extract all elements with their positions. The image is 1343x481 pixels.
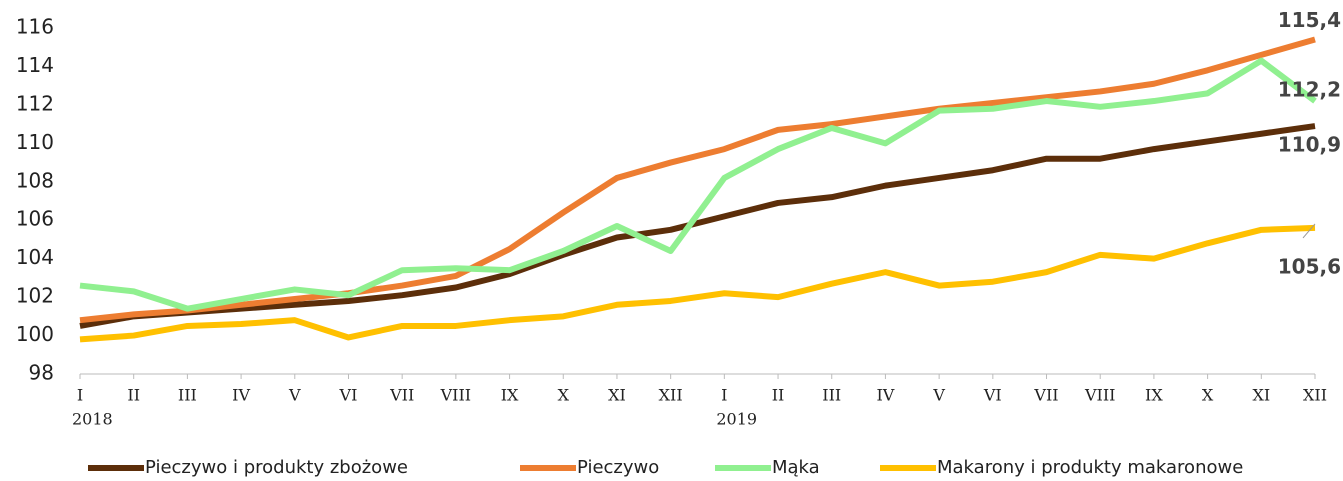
x-tick-label: III	[822, 386, 841, 405]
series-line	[79, 224, 1316, 343]
x-tick-label: II	[772, 386, 785, 405]
y-tick-label: 116	[16, 15, 54, 39]
x-tick-label: XII	[659, 386, 683, 405]
x-tick-label: VI	[339, 386, 358, 405]
x-tick-label: VII	[1033, 386, 1058, 405]
y-tick-label: 100	[16, 322, 54, 346]
value-label: 105,6	[1278, 254, 1341, 278]
y-tick-label: 108	[16, 168, 54, 192]
x-tick-label: XII	[1303, 386, 1327, 405]
x-tick-label: V	[932, 386, 945, 405]
series-line	[79, 36, 1316, 324]
x-tick-label: XI	[1252, 386, 1270, 405]
value-label: 115,4	[1278, 8, 1341, 32]
y-tick-label: 112	[16, 91, 54, 115]
x-tick-label: III	[178, 386, 197, 405]
x-tick-label: II	[127, 386, 140, 405]
x-tick-label: VI	[983, 386, 1002, 405]
y-tick-label: 102	[16, 284, 54, 308]
value-label: 112,2	[1278, 78, 1341, 102]
value-label: 110,9	[1278, 133, 1341, 157]
x-tick-label: VII	[389, 386, 414, 405]
legend-label: Pieczywo i produkty zbożowe	[145, 457, 408, 478]
x-tick-label: IX	[501, 386, 519, 405]
x-group-label: 2019	[716, 410, 757, 429]
x-tick-label: XI	[608, 386, 626, 405]
y-tick-label: 106	[16, 207, 54, 231]
y-tick-label: 114	[16, 53, 54, 77]
leader-line	[1302, 223, 1316, 239]
legend-label: Makarony i produkty makaronowe	[937, 457, 1243, 478]
y-tick-label: 98	[29, 361, 54, 385]
x-tick-label: VIII	[1084, 386, 1116, 405]
x-tick-label: X	[558, 386, 570, 405]
series-line	[79, 57, 1317, 312]
y-tick-label: 110	[16, 130, 54, 154]
x-tick-label: IV	[232, 386, 250, 405]
x-tick-label: IV	[876, 386, 894, 405]
x-tick-label: V	[288, 386, 301, 405]
legend-label: Pieczywo	[577, 457, 659, 478]
x-tick-label: I	[77, 386, 83, 405]
x-tick-label: I	[721, 386, 727, 405]
x-tick-label: VIII	[440, 386, 472, 405]
legend-label: Mąka	[772, 457, 820, 478]
x-tick-label: IX	[1145, 386, 1163, 405]
x-group-label: 2018	[72, 410, 113, 429]
x-tick-label: X	[1202, 386, 1214, 405]
series-line	[79, 123, 1316, 329]
y-tick-label: 104	[16, 245, 54, 269]
